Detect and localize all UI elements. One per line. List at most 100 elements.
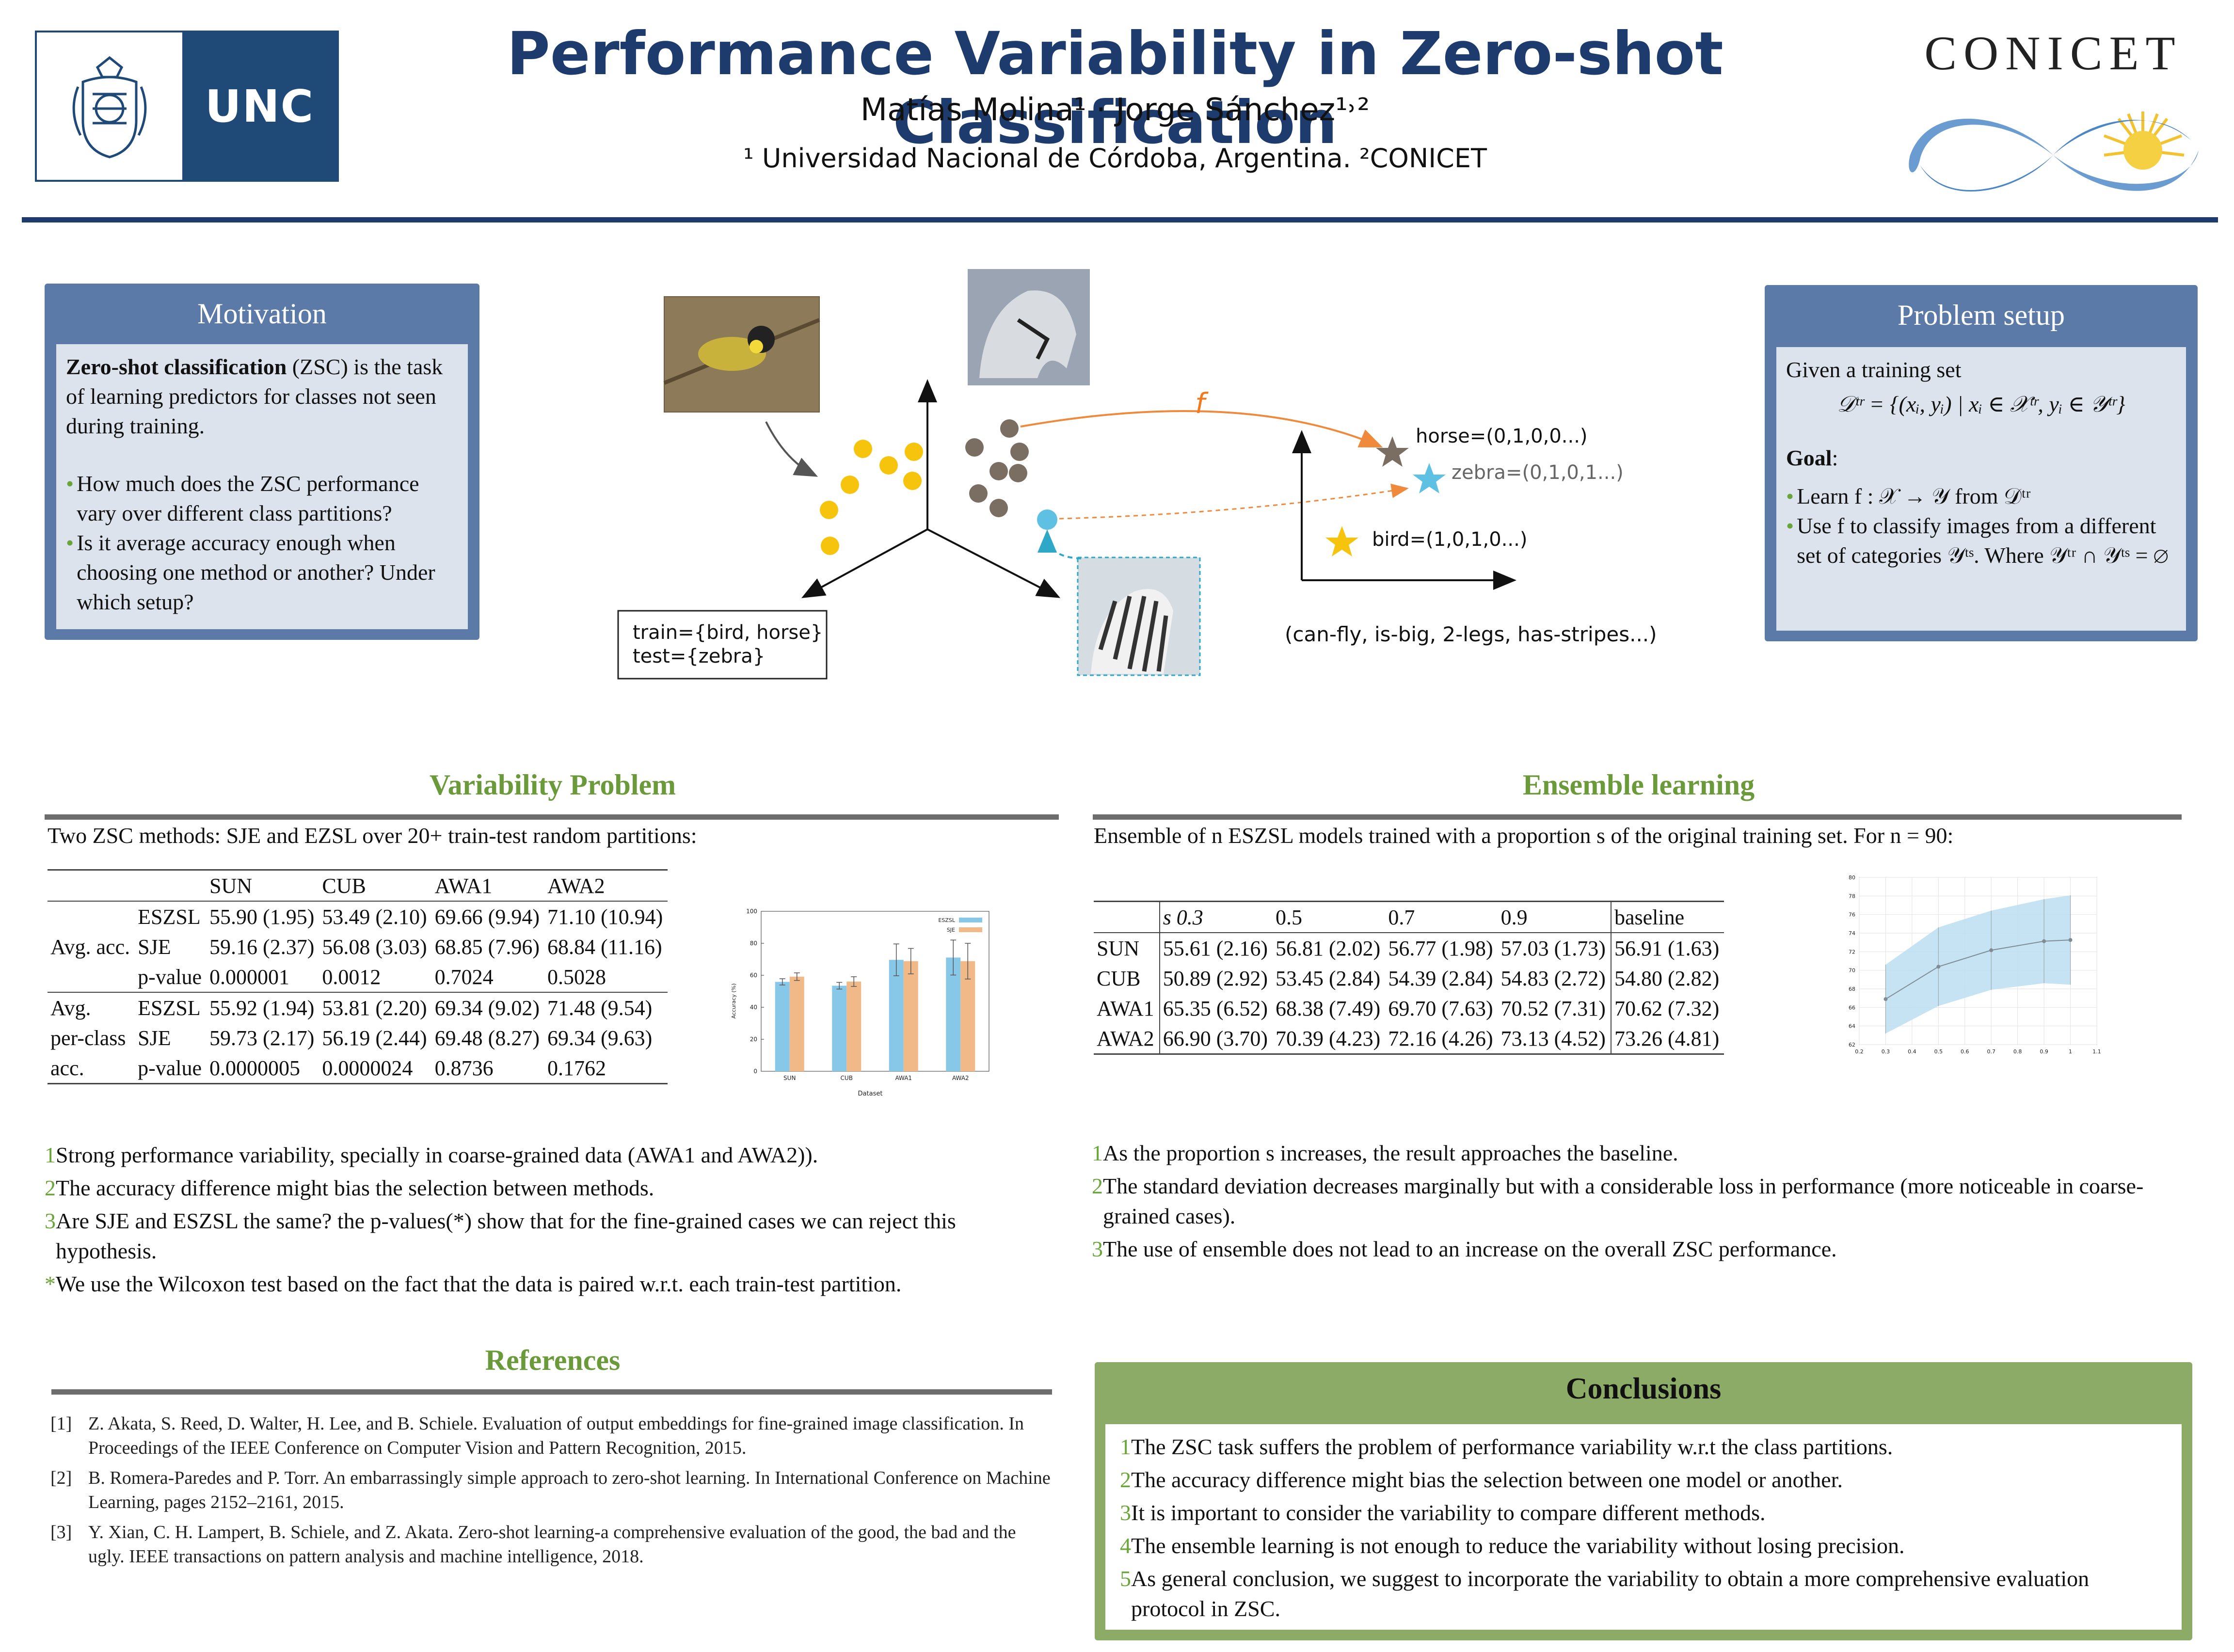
- group-label: per-class: [50, 1026, 126, 1050]
- value-cell: 0.7024: [434, 965, 494, 989]
- list-item: 1 Strong performance variability, specia…: [45, 1140, 1063, 1170]
- horse-photo: [968, 269, 1090, 385]
- col-header: SUN: [209, 874, 253, 898]
- col-header: 0.7: [1388, 905, 1415, 929]
- line-x-tick-label: 1: [2069, 1048, 2072, 1055]
- line-x-tick-label: 0.7: [1987, 1048, 1995, 1055]
- zebra-label: zebra=(0,1,0,1...): [1452, 461, 1624, 484]
- value-cell: 69.34 (9.63): [547, 1026, 653, 1050]
- value-cell: 71.48 (9.54): [547, 996, 653, 1020]
- given-text: Given a training set: [1786, 357, 1962, 382]
- value-cell: 56.91 (1.63): [1614, 936, 1720, 960]
- line-x-tick-label: 0.5: [1934, 1048, 1943, 1055]
- line-x-tick-label: 0.2: [1855, 1048, 1864, 1055]
- method-cell: ESZSL: [138, 905, 201, 929]
- line-x-tick-label: 0.6: [1961, 1048, 1969, 1055]
- bar-legend-label: ESZSL: [938, 917, 955, 923]
- goal-bullet: • Learn f : 𝒳 → 𝒴 from 𝒟ᵗʳ: [1786, 481, 2176, 511]
- col-header: AWA2: [547, 874, 605, 898]
- problem-setup-body: Given a training set 𝒟ᵗʳ = {(xᵢ, yᵢ) | x…: [1776, 347, 2186, 631]
- bar: [960, 961, 975, 1071]
- zsc-definition: (ZSC) is the task of learning predictors…: [66, 354, 443, 438]
- value-cell: 0.000001: [209, 965, 290, 989]
- reference-number: [2]: [50, 1468, 72, 1488]
- item-number: 2: [1120, 1467, 1131, 1492]
- zebra-point: [1037, 509, 1057, 530]
- list-item: 2 The standard deviation decreases margi…: [1092, 1171, 2187, 1231]
- reference-text: Y. Xian, C. H. Lampert, B. Schiele, and …: [88, 1522, 1016, 1567]
- value-cell: 70.62 (7.32): [1614, 996, 1720, 1020]
- line-y-tick-label: 70: [1849, 968, 1855, 974]
- bar: [775, 982, 790, 1071]
- unc-wordmark: UNC: [182, 32, 337, 180]
- variability-rule: [45, 814, 1059, 820]
- item-text: Are SJE and ESZSL the same? the p-values…: [56, 1208, 956, 1263]
- bullet-icon: •: [1786, 513, 1794, 538]
- item-text: The accuracy difference might bias the s…: [1131, 1467, 1843, 1492]
- item-text: The standard deviation decreases margina…: [1103, 1174, 2144, 1228]
- line-point: [2042, 939, 2046, 943]
- table-row: AWA1 65.35 (6.52) 68.38 (7.49) 69.70 (7.…: [1094, 993, 1724, 1023]
- method-cell: SJE: [138, 1026, 171, 1050]
- variability-table: SUN CUB AWA1 AWA2 ESZSL 55.90 (1.95) 53.…: [48, 869, 668, 1084]
- line-point: [1883, 997, 1888, 1001]
- bar: [789, 976, 804, 1071]
- line-y-tick-label: 72: [1849, 949, 1855, 955]
- col-header: baseline: [1614, 905, 1685, 929]
- conicet-infinity-sun-icon: [1909, 111, 2199, 192]
- bar-category-label: AWA2: [952, 1075, 969, 1081]
- motivation-box: Motivation Zero-shot classification (ZSC…: [45, 284, 479, 640]
- bullet-icon: •: [1786, 484, 1794, 508]
- table-row: CUB 50.89 (2.92) 53.45 (2.84) 54.39 (2.8…: [1094, 963, 1724, 993]
- bird-photo: [663, 296, 820, 413]
- item-text: It is important to consider the variabil…: [1131, 1500, 1766, 1525]
- table-row: Avg. acc. SJE 59.16 (2.37) 56.08 (3.03) …: [48, 932, 668, 962]
- value-cell: 69.48 (8.27): [434, 1026, 540, 1050]
- line-y-tick-label: 74: [1849, 930, 1855, 937]
- line-x-tick-label: 0.8: [2013, 1048, 2022, 1055]
- line-point: [1989, 948, 1994, 953]
- bird-star-icon: [1325, 526, 1358, 556]
- motivation-body: Zero-shot classification (ZSC) is the ta…: [56, 344, 468, 629]
- line-y-tick-label: 78: [1849, 893, 1855, 899]
- motivation-bullet: • How much does the ZSC performance vary…: [66, 469, 458, 528]
- ensemble-table: s 0.3 0.5 0.7 0.9 baseline SUN 55.61 (2.…: [1094, 901, 1724, 1055]
- list-item: 3 It is important to consider the variab…: [1120, 1498, 2167, 1528]
- value-cell: 57.03 (1.73): [1498, 933, 1612, 963]
- col-header: 0.5: [1276, 905, 1302, 929]
- reference-item: [1] Z. Akata, S. Reed, D. Walter, H. Lee…: [50, 1412, 1054, 1460]
- bar-legend-label: SJE: [947, 927, 955, 933]
- bar-legend-swatch: [959, 918, 982, 922]
- value-cell: 71.10 (10.94): [547, 905, 663, 929]
- method-cell: p-value: [138, 1056, 202, 1080]
- line-y-tick-label: 68: [1849, 986, 1855, 992]
- bar-y-tick-label: 60: [750, 972, 757, 979]
- row-header: CUB: [1094, 963, 1160, 993]
- value-cell: 70.52 (7.31): [1498, 993, 1612, 1023]
- horse-star-icon: [1376, 436, 1409, 467]
- group-label: Avg.: [50, 996, 91, 1020]
- reference-item: [3] Y. Xian, C. H. Lampert, B. Schiele, …: [50, 1520, 1054, 1569]
- zebra-photo: [1077, 556, 1201, 676]
- item-number: 1: [1120, 1434, 1131, 1459]
- table-row: AWA2 66.90 (3.70) 70.39 (4.23) 72.16 (4.…: [1094, 1023, 1724, 1054]
- motivation-lead: Zero-shot classification (ZSC) is the ta…: [66, 352, 458, 441]
- train-set-label: train={bird, horse}: [633, 621, 823, 644]
- f-mapping-arrow: [1020, 410, 1383, 448]
- horse-label: horse=(0,1,0,0...): [1416, 425, 1588, 447]
- problem-setup-title: Problem setup: [1898, 299, 2065, 331]
- value-cell: 0.0000005: [209, 1056, 301, 1080]
- value-cell: 54.39 (2.84): [1388, 966, 1493, 990]
- col-header: AWA1: [434, 874, 493, 898]
- list-item: * We use the Wilcoxon test based on the …: [45, 1269, 1063, 1299]
- item-number: 2: [1092, 1174, 1103, 1198]
- col-header: CUB: [322, 874, 366, 898]
- value-cell: 73.26 (4.81): [1614, 1026, 1720, 1050]
- line-std-band: [1885, 895, 2071, 1033]
- references-rule: [51, 1389, 1052, 1395]
- item-text: The ensemble learning is not enough to r…: [1131, 1533, 1905, 1558]
- zsc-term: Zero-shot classification: [66, 354, 287, 379]
- goal-bullet: • Use f to classify images from a differ…: [1786, 511, 2176, 570]
- line-x-tick-label: 1.1: [2092, 1048, 2101, 1055]
- bullet-icon: •: [66, 530, 74, 555]
